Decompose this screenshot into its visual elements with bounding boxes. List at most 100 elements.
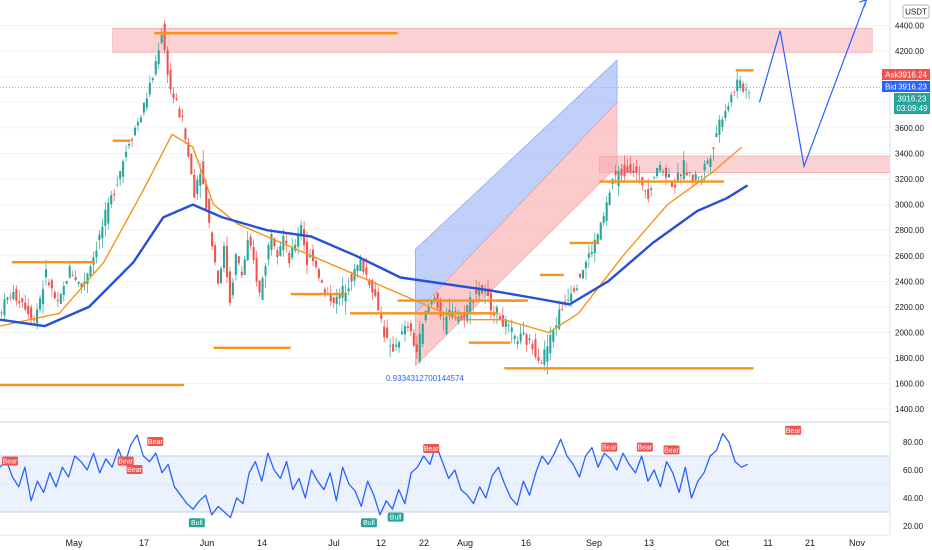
candle-body	[442, 319, 445, 321]
candle-body	[314, 260, 317, 267]
candle-body	[359, 259, 362, 272]
candle	[0, 310, 3, 318]
candle	[599, 221, 602, 241]
candle	[667, 167, 671, 179]
bear-signal: Bear	[126, 465, 143, 474]
candle	[383, 319, 386, 343]
candle	[712, 147, 715, 162]
candle	[338, 288, 341, 307]
candle	[219, 266, 223, 284]
candle-body	[463, 312, 466, 319]
candle	[377, 286, 380, 311]
time-tick-label: 16	[521, 538, 531, 548]
candle	[587, 244, 590, 268]
candle-body	[662, 171, 665, 173]
candle	[350, 271, 353, 291]
candle-body	[181, 115, 184, 117]
candle	[742, 80, 745, 93]
candle-body	[617, 170, 620, 187]
candle	[50, 277, 53, 297]
candle-body	[50, 280, 53, 289]
candle-body	[599, 222, 602, 240]
candle-body	[584, 261, 587, 268]
candle	[709, 154, 712, 175]
candle	[142, 102, 145, 117]
candle	[397, 339, 401, 353]
candle-body	[516, 341, 519, 344]
candle	[656, 167, 659, 179]
last-price-box	[894, 93, 930, 114]
candle	[15, 285, 18, 306]
candle	[688, 171, 691, 177]
candle	[184, 127, 187, 145]
candle	[196, 175, 199, 201]
candle-body	[706, 160, 709, 164]
candle-body	[739, 80, 742, 88]
candle-body	[575, 288, 579, 290]
candle	[234, 252, 237, 281]
candle-body	[430, 300, 433, 305]
candle-body	[154, 61, 157, 75]
time-axis[interactable]: May 17 Jun 14 Jul 12 22 Aug 16 Sep 13 Oct 11 21 Nov	[65, 538, 865, 548]
candle-body	[3, 299, 6, 316]
candle	[478, 281, 481, 300]
candle-body	[6, 297, 9, 301]
candle-body	[383, 326, 386, 338]
candle-body	[377, 292, 380, 311]
bear-signal: Bear	[636, 442, 653, 452]
price-tick-label: 1800.00	[895, 354, 924, 363]
currency-badge[interactable]: USDT	[902, 4, 930, 19]
candle	[190, 153, 193, 175]
candle-body	[119, 171, 122, 179]
price-pane[interactable]: 0.9334312700144574	[0, 0, 891, 410]
candle	[6, 296, 9, 305]
candle	[715, 125, 718, 138]
candle-body	[608, 192, 611, 205]
candle	[400, 323, 404, 336]
candle	[308, 248, 312, 258]
candle-body	[460, 315, 463, 319]
price-axis[interactable]: 1400.00 1600.00 1800.00 2000.00 2200.00 2400.…	[882, 0, 930, 535]
candle-body	[356, 264, 359, 272]
candle	[525, 332, 528, 352]
candle-body	[222, 245, 226, 269]
bear-signal-box	[117, 456, 134, 466]
candle-body	[629, 163, 632, 173]
candle	[18, 290, 21, 309]
ema-slow-line	[0, 184, 749, 328]
bear-signal-label: Bear	[424, 446, 439, 453]
candle-body	[418, 333, 421, 362]
candle-body	[178, 108, 181, 118]
candle	[68, 261, 71, 279]
candle	[39, 294, 42, 313]
candle-body	[742, 83, 745, 92]
price-tick-label: 2600.00	[895, 252, 924, 261]
candle	[139, 114, 142, 123]
candle-body	[148, 82, 151, 95]
candle-body	[709, 158, 712, 167]
candle-body	[12, 291, 15, 300]
bear-signal-box	[147, 437, 164, 446]
candle	[267, 241, 270, 266]
candle	[151, 76, 154, 83]
candle-body	[644, 190, 647, 192]
time-tick-label: 21	[805, 538, 815, 548]
candle	[202, 150, 205, 185]
candle-body	[199, 173, 202, 186]
candle-body	[727, 106, 730, 111]
candle-body	[528, 338, 531, 341]
candle-body	[261, 277, 264, 300]
candle-body	[614, 170, 617, 176]
candle-body	[593, 239, 596, 253]
candle-body	[685, 172, 688, 176]
bear-signal-box	[663, 445, 680, 455]
candle-body	[285, 240, 288, 244]
candle	[122, 159, 125, 184]
candle-body	[128, 144, 131, 146]
candle-body	[300, 225, 303, 236]
candle-body	[347, 288, 350, 292]
candle-body	[56, 299, 59, 301]
candle	[77, 281, 80, 287]
